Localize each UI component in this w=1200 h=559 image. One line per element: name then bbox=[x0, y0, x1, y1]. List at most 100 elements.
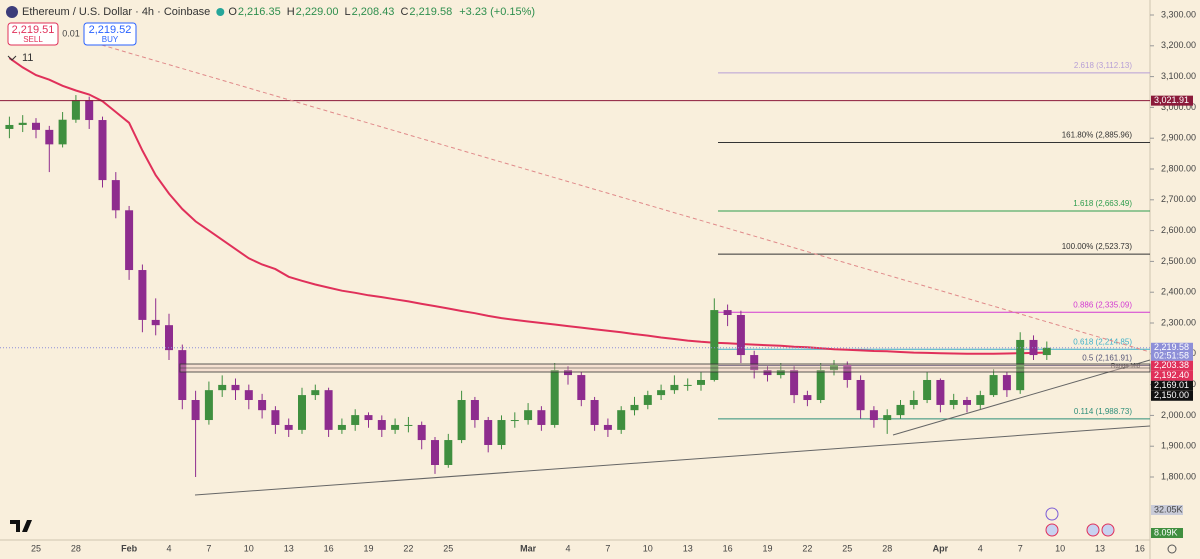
candle-body bbox=[883, 415, 892, 421]
legend-key: H bbox=[287, 6, 295, 18]
trend-line bbox=[194, 425, 1151, 496]
candle-body bbox=[750, 355, 759, 371]
candle-body bbox=[776, 370, 785, 376]
price-tag bbox=[1151, 390, 1193, 401]
y-tick-label: 3,300.00 bbox=[1161, 9, 1196, 19]
candle-body bbox=[657, 390, 666, 396]
legend-value: +3.23 (+0.15%) bbox=[459, 6, 535, 18]
fib-label: 100.00% (2,523.73) bbox=[1062, 242, 1133, 251]
candle-body bbox=[58, 119, 67, 145]
volume-tag bbox=[1151, 505, 1183, 515]
candle-body bbox=[151, 319, 160, 326]
candle-body bbox=[191, 400, 200, 421]
x-tick-label: 7 bbox=[605, 543, 610, 553]
x-tick-label: 16 bbox=[1135, 543, 1145, 553]
y-tick-label: 1,800.00 bbox=[1161, 471, 1196, 481]
x-tick-label: 19 bbox=[363, 543, 373, 553]
x-tick-label: 4 bbox=[978, 543, 983, 553]
candle-body bbox=[670, 384, 679, 391]
x-tick-label: 28 bbox=[71, 543, 81, 553]
candle-body bbox=[976, 395, 985, 405]
legend-key: C bbox=[400, 6, 408, 18]
candle-body bbox=[351, 415, 360, 425]
legend-value: 2,216.35 bbox=[238, 6, 281, 18]
candle-body bbox=[457, 400, 466, 441]
candle-body bbox=[869, 410, 878, 421]
y-tick-label: 2,800.00 bbox=[1161, 163, 1196, 173]
candle-body bbox=[923, 379, 932, 401]
x-tick-label: 16 bbox=[324, 543, 334, 553]
x-tick-label: 7 bbox=[1018, 543, 1023, 553]
tv-logo[interactable] bbox=[10, 520, 32, 532]
event-icon[interactable] bbox=[1045, 523, 1059, 537]
candle-body bbox=[723, 310, 732, 315]
candle-body bbox=[98, 120, 107, 181]
candle-body bbox=[45, 129, 54, 145]
buy-button[interactable] bbox=[83, 22, 137, 46]
sell-price: 2,219.51 bbox=[12, 24, 55, 36]
candle-body bbox=[311, 390, 320, 396]
event-icon[interactable] bbox=[1086, 523, 1100, 537]
fib-label: 2.618 (3,112.13) bbox=[1074, 61, 1132, 70]
y-tick-label: 2,300.00 bbox=[1161, 317, 1196, 327]
candle-body bbox=[431, 440, 439, 465]
price-tag bbox=[1151, 360, 1193, 371]
x-tick-label: Mar bbox=[520, 543, 537, 553]
price-tag-label: 2,203.38 bbox=[1154, 360, 1189, 370]
alert-icon[interactable] bbox=[1045, 507, 1059, 521]
sell-button[interactable] bbox=[7, 22, 59, 46]
legend-key: O bbox=[228, 6, 237, 18]
price-tag bbox=[1151, 370, 1193, 381]
fib-label: 161.80% (2,885.96) bbox=[1062, 131, 1133, 140]
candle-body bbox=[603, 424, 612, 430]
candle-body bbox=[936, 379, 945, 405]
legend-value: 2,229.00 bbox=[296, 6, 339, 18]
candle-body bbox=[32, 122, 40, 130]
x-tick-label: Feb bbox=[121, 543, 138, 553]
indicators-toggle[interactable] bbox=[7, 55, 17, 61]
event-icon[interactable] bbox=[1101, 523, 1115, 537]
candle-body bbox=[1042, 347, 1051, 356]
x-tick-label: 25 bbox=[842, 543, 852, 553]
candle-body bbox=[710, 310, 719, 380]
y-tick-label: 2,600.00 bbox=[1161, 225, 1196, 235]
candle-body bbox=[590, 400, 599, 425]
candle-body bbox=[444, 440, 453, 465]
settings-icon[interactable] bbox=[1167, 544, 1177, 554]
y-tick-label: 2,900.00 bbox=[1161, 133, 1196, 143]
candle-body bbox=[550, 370, 559, 425]
x-tick-label: 4 bbox=[565, 543, 570, 553]
volume-tag-label: 8.09K bbox=[1154, 527, 1178, 537]
x-tick-label: 10 bbox=[1055, 543, 1065, 553]
indicators-count: 11 bbox=[22, 52, 33, 64]
candle-body bbox=[125, 210, 134, 271]
plot: 2.618 (3,112.13) 161.80% (2,885.96) 1.618 … bbox=[0, 57, 1150, 478]
candle-body bbox=[683, 384, 692, 386]
candle-body bbox=[377, 420, 386, 430]
x-tick-label: 13 bbox=[1095, 543, 1105, 553]
x-tick-label: 4 bbox=[166, 543, 171, 553]
candle-body bbox=[85, 100, 94, 121]
candle-body bbox=[5, 124, 14, 129]
candle-body bbox=[178, 350, 187, 401]
sell-label: SELL bbox=[23, 35, 43, 44]
fib-label: 0.886 (2,335.09) bbox=[1073, 300, 1132, 309]
x-tick-label: Apr bbox=[933, 543, 949, 553]
symbol-icon[interactable] bbox=[6, 6, 18, 18]
candle-body bbox=[298, 395, 306, 430]
y-tick-label: 2,700.00 bbox=[1161, 194, 1196, 204]
candle-body bbox=[284, 424, 293, 430]
market-status bbox=[216, 8, 225, 16]
candle-body bbox=[524, 410, 533, 421]
legend-value: 2,219.58 bbox=[409, 6, 452, 18]
spread: 0.01 bbox=[62, 28, 80, 38]
x-tick-label: 25 bbox=[31, 543, 41, 553]
legend-value: 2,208.43 bbox=[352, 6, 395, 18]
trend-line bbox=[892, 359, 1151, 436]
candle-body bbox=[417, 424, 426, 441]
candle-body bbox=[1002, 375, 1011, 391]
candle-body bbox=[909, 400, 918, 405]
price-tag-label: 2,192.40 bbox=[1154, 370, 1189, 380]
price-tag bbox=[1151, 380, 1193, 391]
